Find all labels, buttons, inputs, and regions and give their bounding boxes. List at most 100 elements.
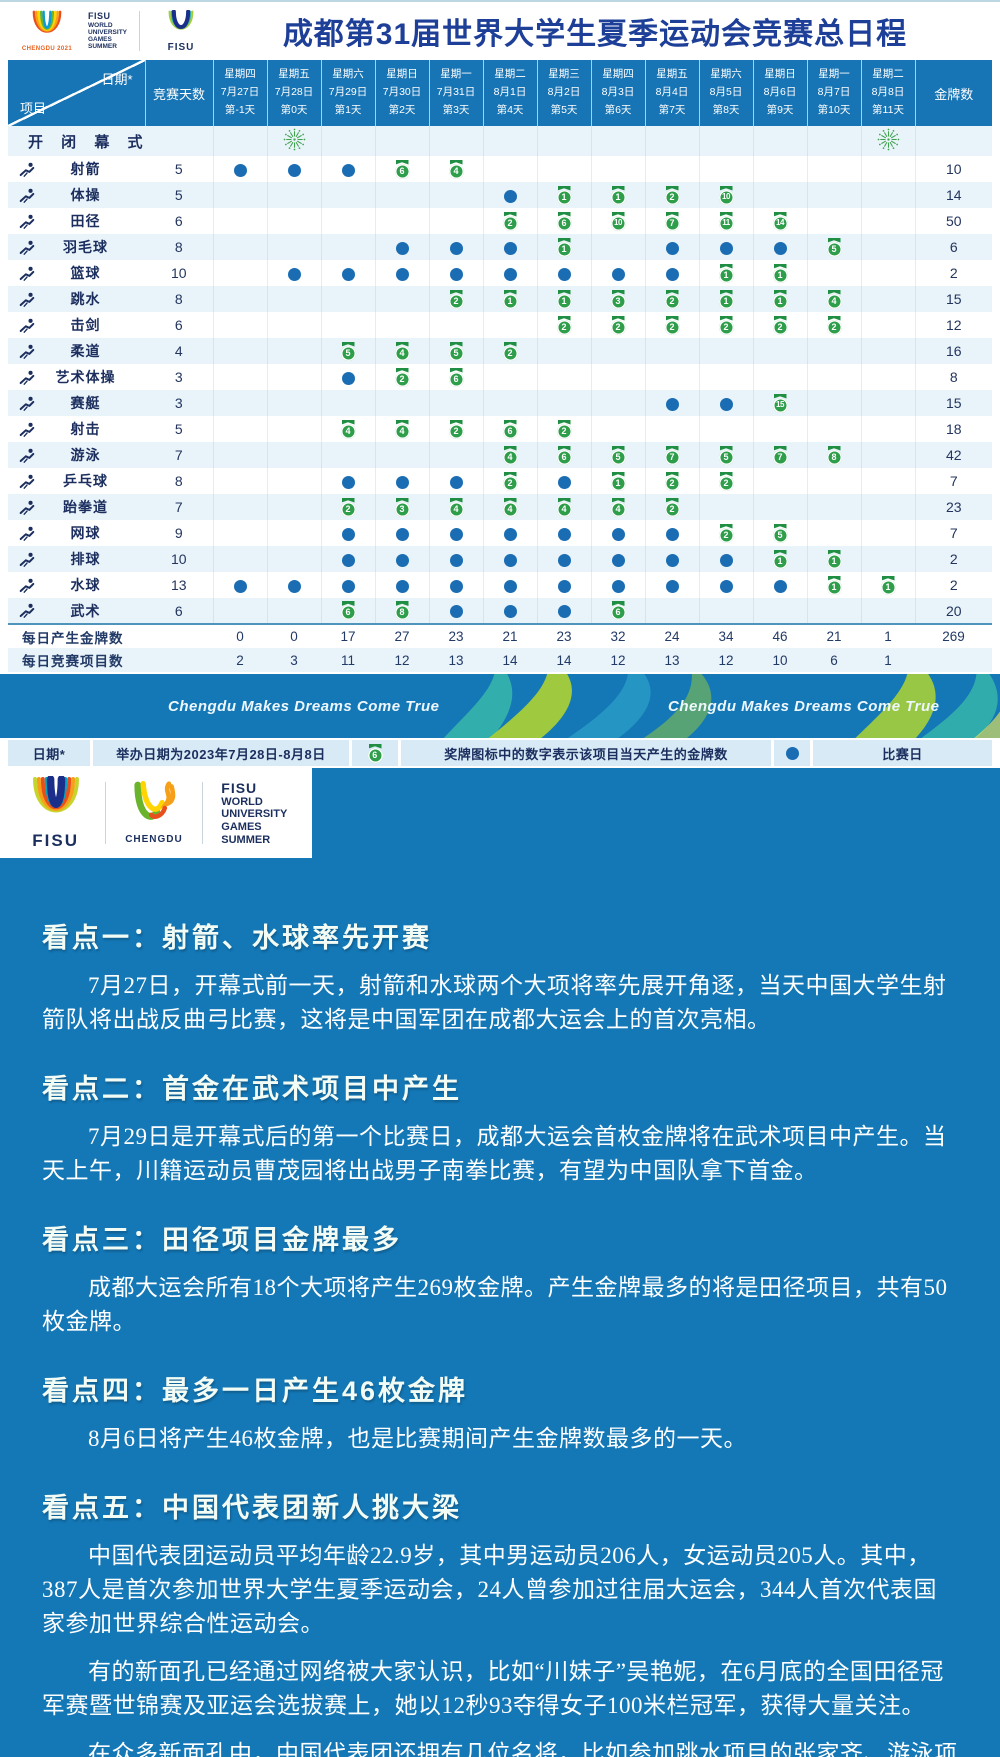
schedule-cell: 2 — [590, 312, 645, 338]
gold-medal-badge: 2 — [610, 315, 626, 335]
slogan-text-left: Chengdu Makes Dreams Come True — [168, 698, 440, 715]
gold-total: 15 — [914, 390, 992, 416]
schedule-cell: 8 — [806, 442, 861, 468]
schedule-cell: 1 — [752, 286, 807, 312]
day-column-header: 星期五 8月4日 第7天 — [644, 60, 699, 126]
schedule-cell: 7 — [752, 442, 807, 468]
schedule-cell: 2 — [806, 312, 861, 338]
schedule-cell: 4 — [590, 494, 645, 520]
wordmark-line: FISU — [221, 779, 258, 796]
schedule-cell — [860, 312, 915, 338]
day-column-header: 星期一 7月31日 第3天 — [428, 60, 483, 126]
schedule-cell: 1 — [536, 234, 591, 260]
schedule-cell — [374, 234, 429, 260]
gold-medal-badge: 6 — [502, 419, 518, 439]
highlight-paragraph: 7月27日，开幕式前一天，射箭和水球两个大项将率先展开角逐，当天中国大学生射箭队… — [42, 973, 947, 1032]
schedule-cell — [752, 234, 807, 260]
schedule-cell — [482, 312, 537, 338]
schedule-cell — [266, 598, 321, 624]
schedule-cell — [428, 468, 483, 494]
schedule-cell — [428, 208, 483, 234]
gold-medal-badge: 2 — [502, 211, 518, 231]
schedule-cell — [752, 364, 807, 390]
day-column-header: 星期二 8月1日 第4天 — [482, 60, 537, 126]
gold-medal-badge: 2 — [340, 497, 356, 517]
gold-total: 7 — [914, 520, 992, 546]
competition-day-dot — [503, 579, 517, 593]
summary-label: 每日竞赛项目数 — [22, 654, 124, 669]
competition-days-count: 13 — [170, 577, 187, 593]
gold-medal-badge: 10 — [718, 185, 734, 205]
page-title: 成都第31届世界大学生夏季运动会竞赛总日程 — [282, 18, 908, 51]
summary-value: 27 — [375, 623, 429, 648]
schedule-cell: 1 — [698, 286, 753, 312]
schedule-cell — [752, 598, 807, 624]
competition-day-dot — [503, 241, 517, 255]
schedule-cell: 1 — [752, 546, 807, 572]
ceremony-day-cell — [266, 126, 321, 156]
schedule-cell — [536, 468, 591, 494]
competition-day-dot — [395, 527, 409, 541]
schedule-cell: 7 — [644, 208, 699, 234]
gold-total: 50 — [914, 208, 992, 234]
gold-column-header: 金牌数 — [914, 60, 992, 126]
schedule-cell — [806, 208, 861, 234]
competition-day-dot — [557, 579, 571, 593]
gold-total: 42 — [914, 442, 992, 468]
gold-medal-badge: 1 — [556, 185, 572, 205]
schedule-cell — [266, 338, 321, 364]
schedule-cell — [698, 416, 753, 442]
highlight-paragraph: 有的新面孔已经通过网络被大家认识，比如“川妹子”吴艳妮，在6月底的全国田径冠军赛… — [42, 1659, 944, 1718]
schedule-cell — [428, 260, 483, 286]
competition-day-dot — [719, 553, 733, 567]
schedule-cell: 5 — [698, 442, 753, 468]
competition-day-dot — [611, 553, 625, 567]
schedule-cell — [644, 260, 699, 286]
summary-row: 每日产生金牌数 0 0 17 27 23 21 23 32 24 34 46 21 1 269 — [8, 623, 992, 648]
summary-value: 11 — [340, 652, 355, 668]
schedule-cell — [752, 468, 807, 494]
schedule-cell: 6 — [482, 416, 537, 442]
schedule-cell: 2 — [644, 468, 699, 494]
schedule-cell: 4 — [482, 442, 537, 468]
schedule-cell — [374, 208, 429, 234]
gold-medal-badge: 5 — [340, 341, 356, 361]
schedule-cell: 5 — [806, 234, 861, 260]
schedule-cell — [860, 338, 915, 364]
competition-day-dot — [341, 371, 355, 385]
competition-day-dot — [665, 527, 679, 541]
gold-medal-badge: 2 — [502, 341, 518, 361]
competition-days-count: 8 — [174, 291, 183, 307]
competition-day-dot — [611, 527, 625, 541]
competition-day-dot — [719, 579, 733, 593]
highlight-section: 看点二：首金在武术项目中产生 7月29日是开幕式后的第一个比赛日，成都大运会首枚金… — [42, 1067, 958, 1188]
schedule-cell — [590, 546, 645, 572]
schedule-cell — [266, 156, 321, 182]
day-column-header: 星期五 7月28日 第0天 — [266, 60, 321, 126]
schedule-cell — [212, 208, 267, 234]
schedule-cell: 1 — [536, 182, 591, 208]
schedule-cell — [644, 546, 699, 572]
competition-day-dot — [341, 163, 355, 177]
schedule-cell — [374, 546, 429, 572]
schedule-cell — [806, 598, 861, 624]
summary-value: 32 — [591, 623, 645, 648]
schedule-cell — [374, 260, 429, 286]
fisu-logo: FISU — [25, 774, 87, 851]
wordmark-line: WORLD — [221, 795, 263, 808]
gold-medal-badge: 2 — [664, 471, 680, 491]
schedule-cell — [590, 520, 645, 546]
schedule-cell — [644, 156, 699, 182]
summary-value: 12 — [394, 652, 410, 668]
schedule-cell — [266, 572, 321, 598]
competition-day-dot — [341, 267, 355, 281]
gold-medal-badge: 2 — [448, 419, 464, 439]
schedule-cell: 2 — [698, 312, 753, 338]
competition-day-dot — [665, 579, 679, 593]
schedule-cell — [266, 468, 321, 494]
gold-medal-badge: 4 — [826, 289, 842, 309]
schedule-cell — [698, 546, 753, 572]
day-column-header: 星期四 8月3日 第6天 — [590, 60, 645, 126]
badminton-icon — [19, 240, 35, 255]
schedule-cell: 1 — [590, 182, 645, 208]
